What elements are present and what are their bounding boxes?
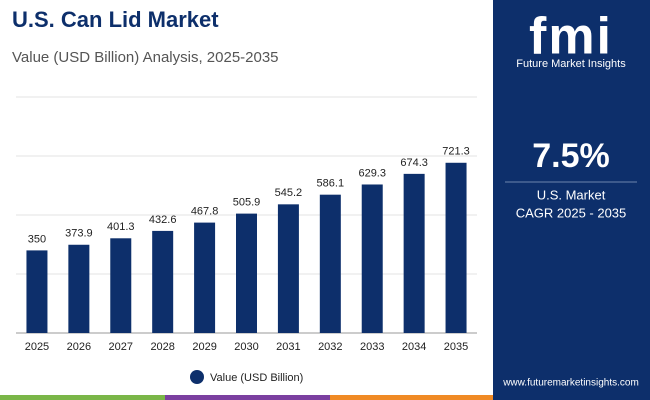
data-label: 401.3: [107, 221, 135, 233]
url: www.futuremarketinsights.com: [502, 378, 639, 389]
data-label: 350: [28, 233, 46, 245]
bar: [68, 244, 90, 333]
bar: [277, 204, 299, 333]
data-label: 629.3: [358, 167, 386, 179]
bar: [236, 213, 257, 333]
data-label: 373.9: [65, 228, 93, 240]
x-tick-label: 2032: [318, 341, 342, 353]
bar: [361, 184, 383, 333]
data-label: 432.6: [149, 214, 177, 226]
data-label: 505.9: [233, 197, 261, 209]
legend-label: Value (USD Billion): [210, 372, 303, 384]
x-tick-label: 2025: [25, 341, 49, 353]
bar: [110, 238, 132, 333]
x-tick-label: 2034: [402, 341, 426, 353]
bar: [26, 250, 48, 333]
stripe: [493, 394, 650, 400]
x-tick-label: 2033: [360, 341, 384, 353]
data-label: 586.1: [317, 178, 345, 190]
x-tick-label: 2030: [234, 341, 258, 353]
bar: [319, 194, 341, 333]
x-tick-label: 2027: [109, 341, 133, 353]
stripe: [330, 395, 493, 400]
stripe: [165, 395, 330, 400]
x-tick-label: 2031: [276, 341, 300, 353]
x-tick-label: 2029: [192, 341, 216, 353]
legend-marker: [190, 370, 204, 384]
chart-subtitle: Value (USD Billion) Analysis, 2025-2035: [12, 49, 279, 66]
x-tick-label: 2026: [67, 341, 91, 353]
data-label: 545.2: [275, 187, 303, 199]
x-tick-label: 2028: [150, 341, 174, 353]
bar: [403, 173, 425, 333]
data-label: 467.8: [191, 206, 219, 218]
chart-title: U.S. Can Lid Market: [12, 7, 219, 32]
bar: [445, 162, 467, 333]
stripe: [0, 395, 165, 400]
cagr-label: CAGR 2025 - 2035: [516, 205, 627, 220]
cagr-value: 7.5%: [532, 137, 610, 175]
logo: fmi: [529, 8, 613, 66]
bar: [152, 230, 174, 333]
x-tick-label: 2035: [444, 341, 468, 353]
side-panel: [493, 0, 650, 394]
data-label: 721.3: [442, 146, 470, 158]
brand: Future Market Insights: [516, 58, 626, 70]
bar: [194, 222, 216, 333]
data-label: 674.3: [400, 157, 428, 169]
cagr-label: U.S. Market: [537, 187, 606, 202]
